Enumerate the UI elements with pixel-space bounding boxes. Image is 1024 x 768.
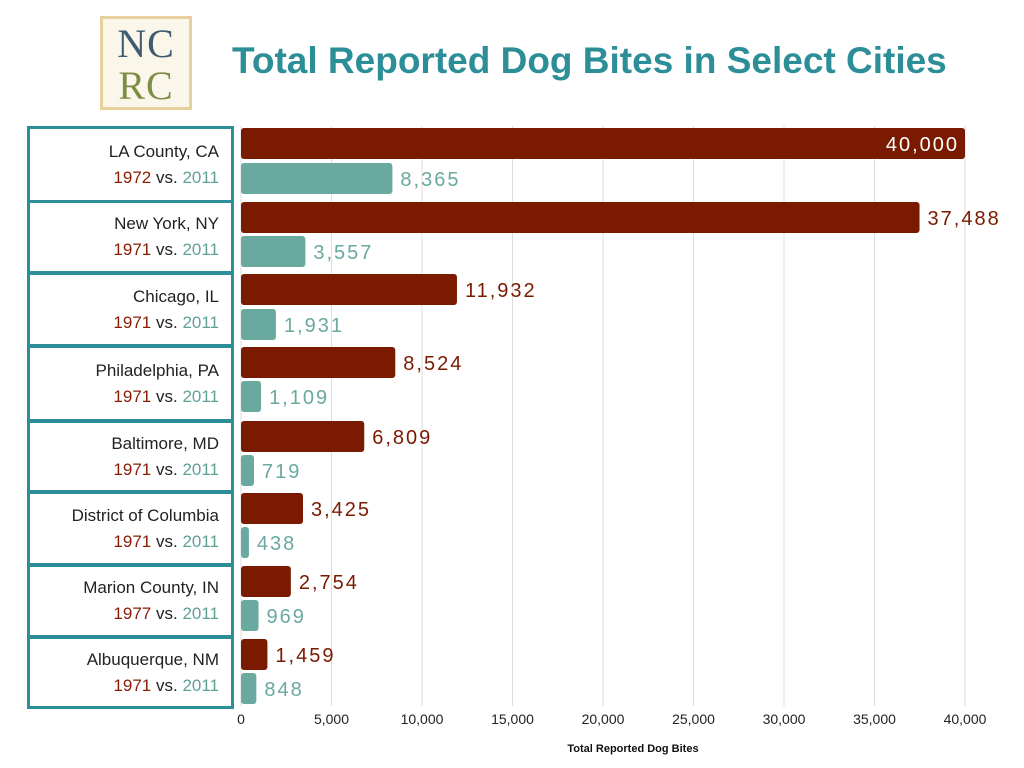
category-city: Baltimore, MD [111,434,219,453]
bar-2011 [241,309,276,340]
vs-text: vs. [155,676,178,695]
category-city: LA County, CA [108,142,219,161]
year-new: 2011 [182,240,219,259]
vs-text: vs. [155,240,178,259]
category-city: District of Columbia [71,506,219,525]
data-label: 1,109 [269,387,329,409]
bar-old-year [241,566,291,597]
vs-text: vs. [155,168,178,187]
logo-line-2: RC [118,63,174,108]
category-label-box: LA County, CA 1972 vs. 2011 [27,126,234,203]
x-tick-label: 20,000 [582,711,625,727]
category-years: 1971 vs. 2011 [30,311,219,335]
category-label-box: New York, NY 1971 vs. 2011 [27,200,234,274]
x-tick-label: 15,000 [491,711,534,727]
category-years: 1971 vs. 2011 [30,458,219,482]
data-label: 3,557 [313,242,373,264]
vs-text: vs. [155,604,178,623]
bar-2011 [241,455,255,486]
data-label: 8,524 [403,353,463,375]
x-tick-label: 10,000 [401,711,444,727]
x-tick-label: 40,000 [944,711,987,727]
chart-title: Total Reported Dog Bites in Select Citie… [232,40,947,81]
vs-text: vs. [155,460,178,479]
value-labels: 40,000 37,488 11,932 8,524 6,809 3,425 2,754 1,… [257,134,1001,701]
year-new: 2011 [182,460,219,479]
year-old: 1971 [113,313,152,332]
category-city: Albuquerque, NM [86,650,219,669]
year-new: 2011 [182,532,219,551]
data-label: 11,932 [465,280,537,302]
year-new: 2011 [182,387,219,406]
category-years: 1971 vs. 2011 [30,674,219,698]
category-years: 1972 vs. 2011 [30,166,219,190]
data-label: 438 [257,533,296,555]
year-old: 1971 [113,240,152,259]
vs-text: vs. [155,387,178,406]
category-city: Philadelphia, PA [95,361,220,380]
bar-2011 [241,527,249,558]
year-old: 1971 [113,532,152,551]
category-years: 1971 vs. 2011 [30,530,219,554]
vs-text: vs. [155,532,178,551]
x-tick-label: 25,000 [672,711,715,727]
category-years: 1971 vs. 2011 [30,385,219,409]
bar-2011 [241,236,306,267]
category-years: 1971 vs. 2011 [30,238,219,262]
bar-old-year [241,493,303,524]
data-label: 3,425 [311,499,371,521]
year-old: 1971 [113,460,152,479]
year-old: 1972 [113,168,152,187]
x-tick-label: 30,000 [763,711,806,727]
year-old: 1971 [113,387,152,406]
bars [241,128,965,704]
year-old: 1971 [113,676,152,695]
data-label: 37,488 [928,208,1001,230]
x-axis-ticks: 0 5,000 10,000 15,000 20,000 25,000 30,000 35,0… [237,711,987,727]
data-label: 8,365 [400,169,460,191]
data-label: 6,809 [372,427,432,449]
bar-old-year [241,274,457,305]
bar-2011 [241,600,259,631]
bar-old-year [241,347,396,378]
data-label: 40,000 [886,134,959,156]
bar-old-year [241,128,965,159]
bar-2011 [241,673,257,704]
bar-2011 [241,381,262,412]
bar-old-year [241,639,268,670]
year-new: 2011 [182,168,219,187]
x-tick-label: 5,000 [314,711,349,727]
category-label-box: Marion County, IN 1977 vs. 2011 [27,564,234,638]
x-tick-label: 0 [237,711,245,727]
category-city: Marion County, IN [83,578,219,597]
data-label: 1,459 [275,645,335,667]
bar-old-year [241,421,365,452]
logo-line-1: NC [117,21,175,66]
year-new: 2011 [182,604,219,623]
data-label: 719 [262,461,301,483]
year-new: 2011 [182,313,219,332]
x-axis-label: Total Reported Dog Bites [567,743,698,755]
year-old: 1977 [113,604,152,623]
data-label: 1,931 [284,315,344,337]
x-tick-label: 35,000 [853,711,896,727]
category-city: New York, NY [114,214,219,233]
ncrc-logo: NC RC [100,16,192,110]
category-label-box: Albuquerque, NM 1971 vs. 2011 [27,636,234,709]
data-label: 2,754 [299,572,359,594]
data-label: 848 [264,679,303,701]
bar-2011 [241,163,393,194]
vs-text: vs. [155,313,178,332]
category-years: 1977 vs. 2011 [30,602,219,626]
year-new: 2011 [182,676,219,695]
category-city: Chicago, IL [133,287,219,306]
bar-old-year [241,202,920,233]
data-label: 969 [267,606,306,628]
